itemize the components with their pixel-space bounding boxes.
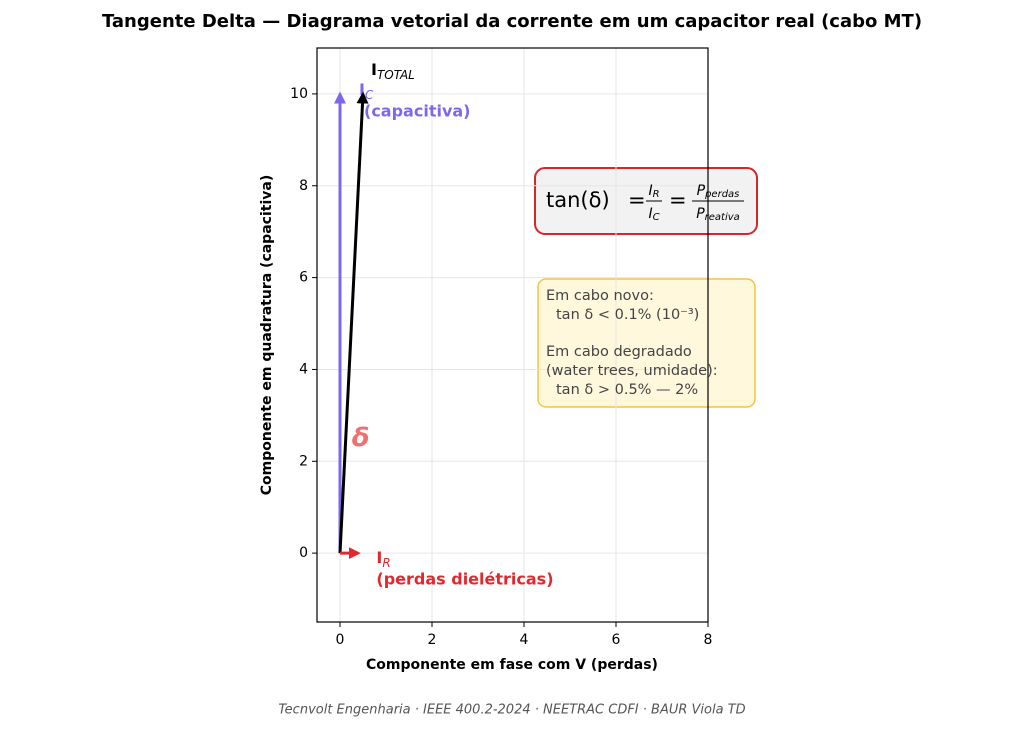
vector-label: IC — [359, 79, 374, 101]
fraction-subscript: R — [653, 189, 660, 200]
fraction-symbol: I — [648, 183, 652, 199]
x-tick-label: 0 — [336, 632, 345, 648]
formula-lhs: tan(δ) — [546, 188, 610, 212]
formula-equals: = — [669, 188, 687, 212]
fraction-symbol: P — [696, 206, 705, 222]
y-axis-label: Componente em quadratura (capacitiva) — [259, 175, 275, 495]
fraction-term: IR — [648, 183, 659, 200]
vector-label-symbol: I — [371, 59, 377, 78]
y-tick-label: 6 — [299, 270, 308, 286]
x-axis-label: Componente em fase com V (perdas) — [366, 657, 658, 673]
x-tick-label: 2 — [428, 632, 437, 648]
fraction-subscript: perdas — [704, 189, 739, 200]
vector-label: ITOTAL — [371, 59, 415, 81]
y-tick-label: 2 — [299, 453, 308, 469]
vector-label-symbol: I — [359, 79, 365, 98]
note-box — [537, 278, 756, 408]
vector-note: (capacitiva) — [364, 101, 470, 120]
angle-label: δ — [352, 423, 370, 453]
y-tick-label: 0 — [299, 545, 308, 561]
note-line: (water trees, umidade): — [546, 363, 718, 379]
vector-label-subscript: R — [382, 556, 390, 570]
note-line: Em cabo novo: — [546, 288, 654, 304]
fraction-subscript: reativa — [705, 212, 740, 223]
note-line: tan δ > 0.5% — 2% — [556, 382, 698, 398]
note-line: Em cabo degradado — [546, 344, 692, 360]
fraction-term: Pperdas — [697, 183, 740, 200]
formula-equals: = — [628, 188, 646, 212]
fraction-symbol: I — [648, 206, 652, 222]
x-tick-label: 4 — [520, 632, 529, 648]
chart-title: Tangente Delta — Diagrama vetorial da co… — [102, 11, 922, 32]
fraction-subscript: C — [653, 212, 660, 223]
note-line: tan δ < 0.1% (10⁻³) — [556, 307, 699, 323]
x-tick-label: 8 — [704, 632, 713, 648]
fraction-symbol: P — [697, 183, 706, 199]
y-tick-label: 8 — [299, 178, 308, 194]
x-tick-label: 6 — [612, 632, 621, 648]
source-note: Tecnvolt Engenharia · IEEE 400.2-2024 · … — [278, 703, 745, 718]
plot-frame — [316, 47, 709, 623]
fraction-term: IC — [648, 206, 659, 223]
fraction-term: Preativa — [696, 206, 740, 223]
y-tick-label: 10 — [290, 86, 308, 102]
vector-label-subscript: C — [365, 87, 374, 101]
vector-label-symbol: I — [376, 548, 382, 567]
y-tick-label: 4 — [299, 361, 308, 377]
vector-label: IR — [376, 548, 390, 570]
vector-label-subscript: TOTAL — [377, 67, 415, 81]
vector-arrow — [338, 91, 369, 554]
vector-note: (perdas dielétricas) — [376, 570, 553, 589]
